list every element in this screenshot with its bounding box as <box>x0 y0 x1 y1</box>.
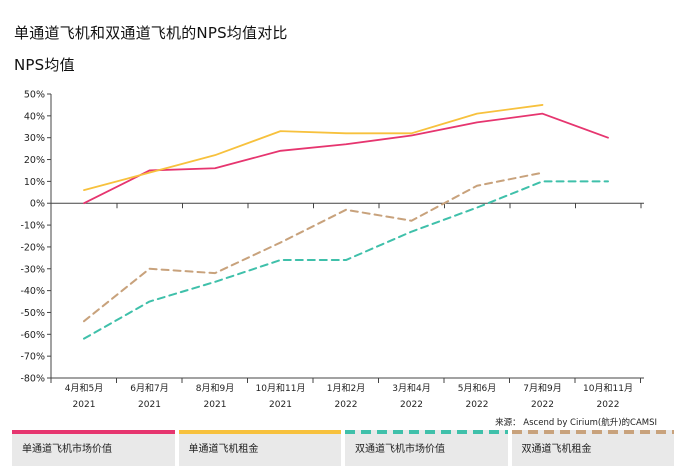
y-tick-label: 30% <box>24 133 45 144</box>
x-tick-label: 4月和5月 <box>65 383 103 394</box>
y-tick-label: 10% <box>24 177 45 188</box>
series-line-2 <box>83 104 544 192</box>
x-tick-label: 2022 <box>466 400 489 410</box>
legend-item-single-aisle-market-value: 单通道飞机市场价值 <box>12 430 175 466</box>
x-tick-label: 8月和9月 <box>196 383 234 394</box>
y-tick-label: -50% <box>20 308 45 319</box>
x-tick-label: 7月和9月 <box>523 383 561 394</box>
chart-title: 单通道飞机和双通道飞机的NPS均值对比 <box>14 24 288 42</box>
y-tick-label: 20% <box>24 155 45 166</box>
y-axis-title: NPS均值 <box>14 56 75 74</box>
x-tick-label: 2021 <box>204 400 227 410</box>
legend-label: 单通道飞机市场价值 <box>22 444 112 455</box>
y-tick-label: 40% <box>24 111 45 122</box>
legend-item-twin-aisle-lease-rate: 双通道飞机租金 <box>511 430 674 466</box>
legend-label: 双通道飞机租金 <box>521 444 592 455</box>
y-tick-label: -30% <box>20 264 45 275</box>
x-tick-label: 2021 <box>138 400 161 410</box>
series-line-3 <box>83 180 609 340</box>
legend-label: 单通道飞机租金 <box>188 444 259 455</box>
x-tick-label: 5月和6月 <box>458 383 496 394</box>
x-tick-label: 2022 <box>400 400 423 410</box>
legend-item-twin-aisle-market-value: 双通道飞机市场价值 <box>345 430 508 466</box>
series-line-4 <box>83 171 544 323</box>
chart-legend: 单通道飞机市场价值 单通道飞机租金 双通道飞机市场价值 双通道飞机租金 <box>12 430 674 466</box>
y-tick-label: 50% <box>24 90 45 101</box>
x-tick-label: 2022 <box>335 400 358 410</box>
y-tick-label: -80% <box>20 374 45 385</box>
legend-item-single-aisle-lease-rate: 单通道飞机租金 <box>178 430 341 466</box>
legend-swatch-twin-aisle-lease-rate <box>511 430 674 434</box>
series-line-1 <box>83 112 609 205</box>
x-tick-label: 2021 <box>269 400 292 410</box>
x-tick-label: 2021 <box>73 400 96 410</box>
source-note: 来源： Ascend by Cirium(航升)的CAMSI <box>495 418 657 428</box>
x-tick-label: 2022 <box>597 400 620 410</box>
y-tick-label: -60% <box>20 330 45 341</box>
y-tick-label: -40% <box>20 286 45 297</box>
x-tick-label: 1月和2月 <box>327 383 365 394</box>
x-tick-label: 3月和4月 <box>392 383 430 394</box>
x-tick-label: 6月和7月 <box>130 383 168 394</box>
x-tick-label: 10月和11月 <box>583 383 633 394</box>
legend-swatch-single-aisle-lease-rate <box>178 430 341 434</box>
y-tick-label: 0% <box>30 199 45 210</box>
y-tick-label: -70% <box>20 352 45 363</box>
legend-swatch-twin-aisle-market-value <box>345 430 508 434</box>
y-tick-label: -10% <box>20 221 45 232</box>
x-tick-label: 2022 <box>531 400 554 410</box>
x-tick-label: 10月和11月 <box>256 383 306 394</box>
y-tick-label: -20% <box>20 242 45 253</box>
legend-swatch-single-aisle-market-value <box>12 430 175 434</box>
legend-label: 双通道飞机市场价值 <box>355 444 445 455</box>
